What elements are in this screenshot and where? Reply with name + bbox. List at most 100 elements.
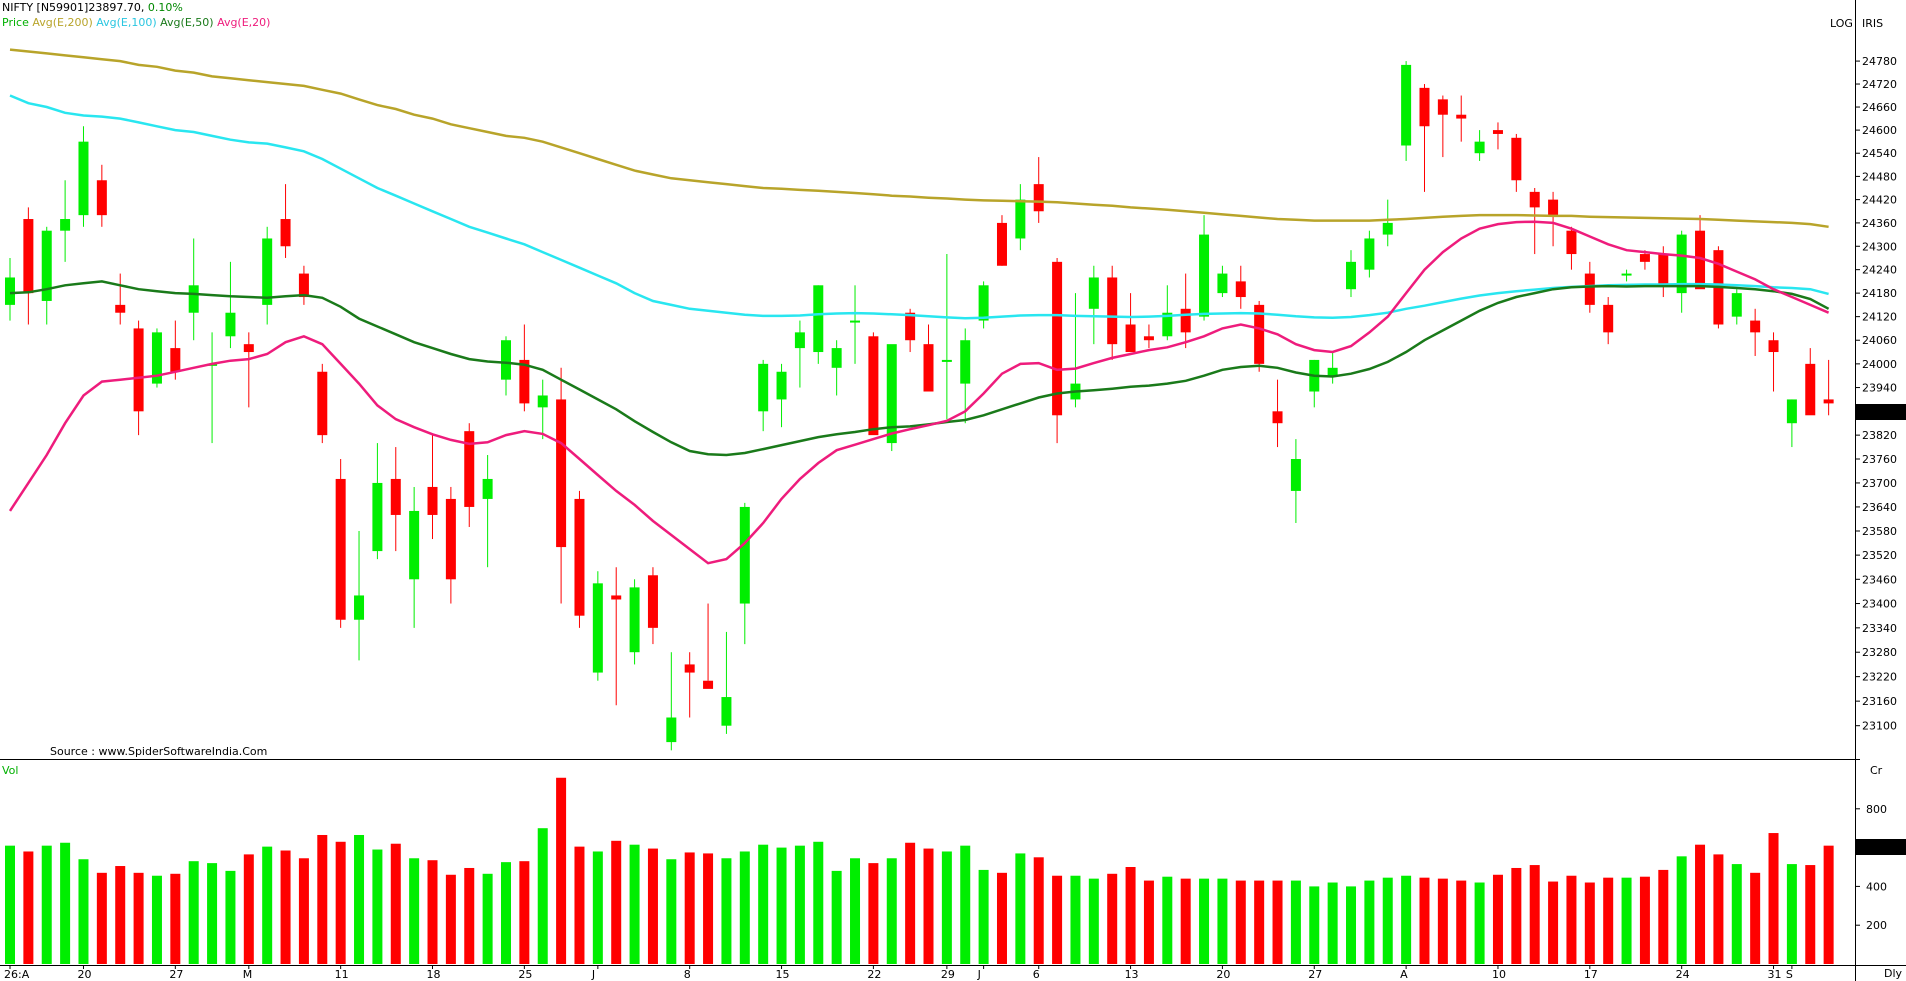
candle-body bbox=[1364, 238, 1375, 270]
symbol-name: NIFTY [N59901] bbox=[2, 1, 89, 14]
candle-body bbox=[243, 344, 254, 353]
volume-bar bbox=[262, 846, 273, 964]
candle-body bbox=[1052, 261, 1063, 416]
volume-bar bbox=[703, 853, 714, 964]
legend-ema100[interactable]: Avg(E,100) bbox=[96, 16, 157, 29]
candle-body bbox=[905, 312, 916, 341]
last-price: 23897.70, bbox=[88, 1, 145, 14]
price-tick-label: 24720 bbox=[1862, 78, 1897, 91]
price-tick-label: 24120 bbox=[1862, 311, 1897, 324]
candle-body bbox=[1768, 340, 1779, 353]
legend-price[interactable]: Price bbox=[2, 16, 29, 29]
candle-body bbox=[188, 285, 199, 313]
volume-bar bbox=[1346, 886, 1357, 964]
volume-bar bbox=[409, 858, 420, 964]
volume-bar bbox=[115, 866, 126, 964]
candle-body bbox=[739, 506, 750, 604]
price-tick-label: 23520 bbox=[1862, 549, 1897, 562]
volume-bar bbox=[1309, 886, 1320, 964]
volume-bar bbox=[1786, 864, 1797, 964]
candle-body bbox=[280, 219, 291, 247]
price-tick-label: 23400 bbox=[1862, 598, 1897, 611]
volume-bar bbox=[427, 860, 438, 964]
volume-bar bbox=[1805, 865, 1816, 964]
price-tick-label: 23940 bbox=[1862, 382, 1897, 395]
candle-body bbox=[317, 371, 328, 436]
time-tick-label: 11 bbox=[335, 968, 349, 981]
volume-bar bbox=[207, 863, 218, 964]
volume-bar bbox=[850, 858, 861, 964]
volume-bar bbox=[1658, 869, 1669, 964]
legend-ema200[interactable]: Avg(E,200) bbox=[32, 16, 93, 29]
volume-bar bbox=[1456, 880, 1467, 964]
candle-body bbox=[372, 482, 383, 552]
legend-ema20[interactable]: Avg(E,20) bbox=[217, 16, 271, 29]
candle-body bbox=[1346, 261, 1357, 290]
last-price-tag: 23897.7 bbox=[1860, 406, 1906, 419]
source-note: Source : www.SpiderSoftwareIndia.Com bbox=[50, 745, 268, 758]
volume-bar bbox=[1823, 845, 1834, 964]
volume-axis-ticks: 200400600800 bbox=[1855, 803, 1887, 932]
candle-body bbox=[1088, 277, 1099, 309]
volume-bar bbox=[1566, 875, 1577, 964]
time-tick-label: 27 bbox=[169, 968, 183, 981]
volume-series bbox=[5, 777, 1834, 964]
time-tick-label: 20 bbox=[1216, 968, 1230, 981]
volume-bar bbox=[592, 851, 603, 964]
candle-body bbox=[151, 332, 162, 384]
candlestick-series bbox=[5, 61, 1834, 751]
volume-bar bbox=[1492, 874, 1503, 964]
price-tick-label: 24300 bbox=[1862, 240, 1897, 253]
interval-label[interactable]: Dly bbox=[1884, 967, 1903, 980]
last-price-tag-box bbox=[1856, 404, 1906, 420]
price-tick-label: 23820 bbox=[1862, 429, 1897, 442]
volume-bar bbox=[390, 843, 401, 964]
volume-bar bbox=[372, 849, 383, 964]
volume-bar bbox=[758, 844, 769, 964]
volume-bar bbox=[1750, 872, 1761, 964]
candle-body bbox=[390, 478, 401, 515]
candle-body bbox=[776, 371, 787, 400]
volume-bar bbox=[905, 842, 916, 964]
volume-bar bbox=[960, 845, 971, 964]
candle-body bbox=[611, 595, 622, 600]
time-axis-ticks: 26:A 20 27 M 11 18 25 J 8 15 22 29 J 6 13 20 27 A 10 17 24 31… bbox=[4, 965, 1793, 981]
volume-bar bbox=[5, 845, 15, 964]
volume-bar bbox=[298, 858, 309, 964]
candle-body bbox=[335, 478, 346, 620]
candle-body bbox=[1786, 399, 1797, 424]
volume-bar bbox=[335, 841, 346, 964]
volume-tick-label: 400 bbox=[1866, 880, 1887, 893]
candle-body bbox=[941, 359, 952, 362]
candle-body bbox=[1492, 130, 1503, 134]
log-scale-toggle[interactable]: LOG bbox=[1830, 17, 1853, 30]
volume-bar bbox=[96, 872, 107, 964]
candle-body bbox=[1015, 199, 1026, 239]
volume-bar bbox=[519, 861, 530, 964]
price-tick-label: 23580 bbox=[1862, 525, 1897, 538]
time-tick-label: 17 bbox=[1584, 968, 1598, 981]
volume-tick-label: 200 bbox=[1866, 919, 1887, 932]
volume-bar bbox=[1070, 875, 1081, 964]
candle-body bbox=[1676, 234, 1687, 294]
volume-bar bbox=[1529, 865, 1540, 964]
time-tick-label: 10 bbox=[1492, 968, 1506, 981]
price-tick-label: 23220 bbox=[1862, 671, 1897, 684]
volume-pane-label: Vol bbox=[2, 764, 19, 777]
candle-body bbox=[721, 697, 732, 726]
price-tick-label: 24480 bbox=[1862, 170, 1897, 183]
candle-body bbox=[1584, 273, 1595, 305]
price-tick-label: 23460 bbox=[1862, 573, 1897, 586]
candle-body bbox=[1823, 399, 1834, 404]
time-tick-label: 22 bbox=[867, 968, 881, 981]
candle-body bbox=[1805, 363, 1816, 416]
candle-body bbox=[537, 395, 548, 408]
legend-ema50[interactable]: Avg(E,50) bbox=[160, 16, 214, 29]
candle-body bbox=[1217, 273, 1228, 294]
candle-body bbox=[96, 180, 107, 216]
moving-average-series bbox=[8, 48, 1830, 565]
candle-body bbox=[574, 498, 585, 616]
candle-body bbox=[1199, 234, 1210, 317]
price-axis-ticks: 23100 23160 23220 23280 23340 23400 23460 23520… bbox=[1855, 55, 1897, 733]
